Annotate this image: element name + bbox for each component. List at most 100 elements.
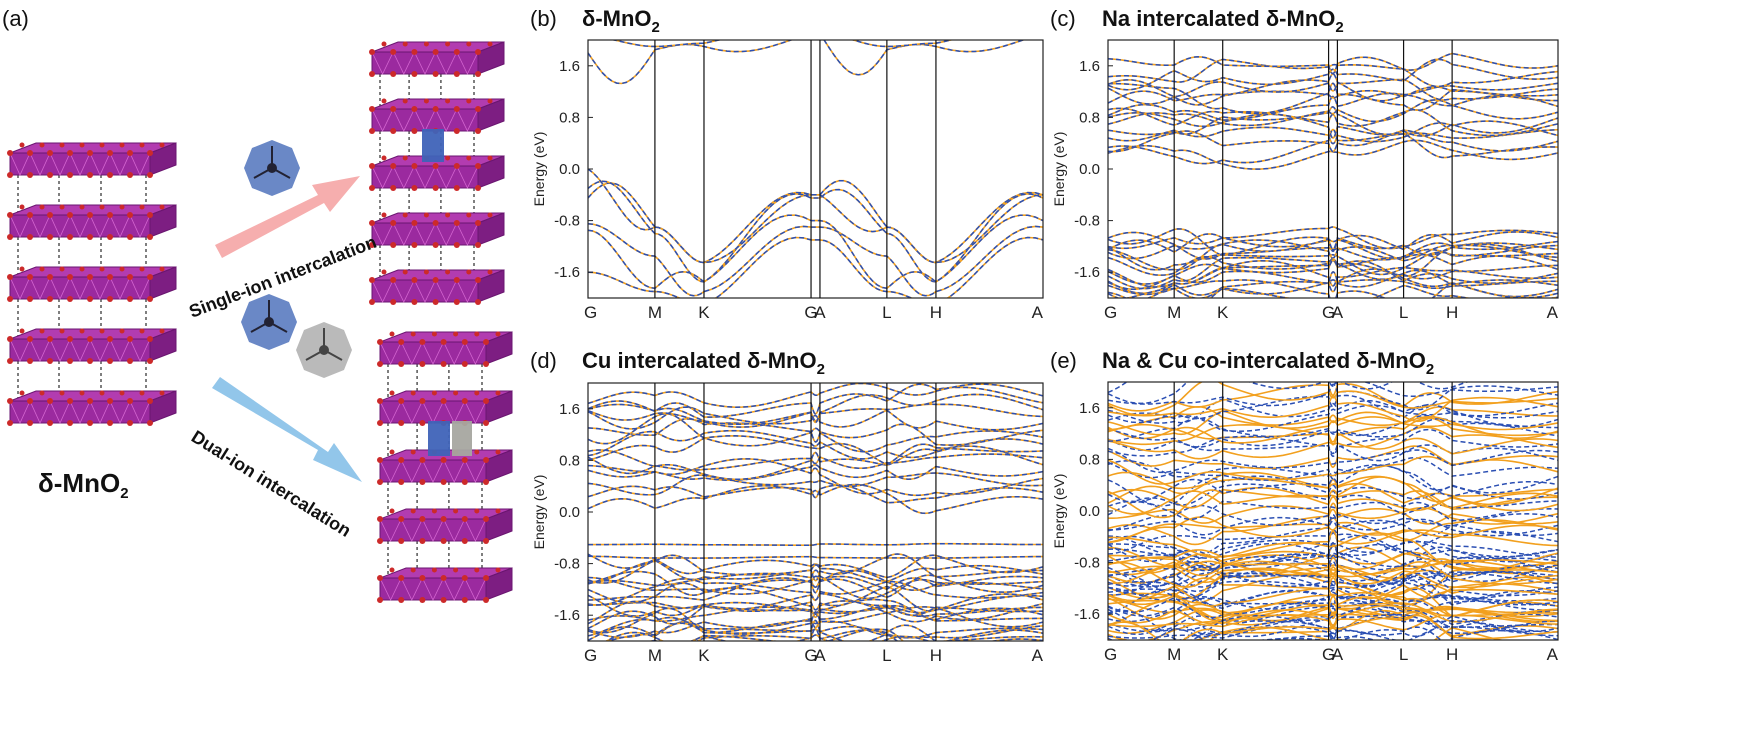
band-spin-down <box>1108 540 1558 570</box>
band-spin-down <box>588 472 1043 496</box>
na-intercalant-block <box>428 421 450 456</box>
band-spin-down <box>1108 464 1558 504</box>
single-layer-1 <box>369 41 505 77</box>
band-spin-up <box>588 223 1043 297</box>
band-spin-down <box>1108 572 1558 600</box>
mno2-layer-2 <box>7 204 177 240</box>
ytick-label: 0.8 <box>559 452 580 469</box>
band-spin-down <box>1108 78 1558 101</box>
na-intercalant-block <box>422 129 444 162</box>
band-spin-down <box>588 483 1043 515</box>
band-spin-down <box>588 435 1043 466</box>
band-spin-down <box>604 631 1043 641</box>
band-spin-up <box>1108 395 1558 423</box>
band-spin-down <box>588 575 1043 595</box>
y-axis-label: Energy (eV) <box>1051 474 1067 549</box>
band-spin-down <box>1108 456 1558 481</box>
kpoint-label: K <box>1217 645 1229 664</box>
band-spin-down <box>1108 543 1558 583</box>
band-spin-down <box>1108 92 1558 121</box>
kpoint-label: A <box>1547 645 1559 664</box>
band-spin-down <box>1108 554 1558 592</box>
band-spin-down <box>1257 626 1442 640</box>
band-spin-down <box>1108 99 1558 127</box>
panel-a-label: (a) <box>2 6 29 31</box>
band-spin-down <box>1108 475 1558 507</box>
kpoint-label: A <box>1332 645 1344 664</box>
band-spin-up <box>588 168 1043 264</box>
band-spin-down <box>588 429 1043 460</box>
band-spin-down <box>588 569 1043 601</box>
band-spin-up <box>1108 553 1558 585</box>
panel-label: (c) <box>1050 6 1076 31</box>
kpoint-label: G <box>1322 303 1335 322</box>
band-spin-up <box>1108 600 1558 626</box>
ytick-label: 1.6 <box>1079 400 1100 417</box>
band-spin-down <box>1108 129 1558 153</box>
band-spin-down <box>1108 404 1558 433</box>
band-spin-down <box>588 383 1043 418</box>
kpoint-label: G <box>1104 303 1117 322</box>
mno2-layer-5 <box>7 390 177 426</box>
band-spin-up <box>1108 417 1558 446</box>
band-spin-down <box>1108 268 1558 298</box>
panel-title: Cu intercalated δ-MnO2 <box>582 348 825 378</box>
kpoint-label: A <box>814 303 826 322</box>
band-spin-down <box>1108 438 1558 467</box>
band-spin-up <box>588 383 1043 418</box>
band-spin-down <box>1108 246 1558 276</box>
band-spin-down <box>588 582 1043 623</box>
band-spin-up <box>1108 471 1558 506</box>
band-spin-down <box>1108 231 1558 261</box>
plot-frame <box>587 39 1044 299</box>
band-spin-up <box>1108 426 1558 460</box>
kpoint-label: A <box>1547 303 1559 322</box>
cu-ion-icon <box>296 322 352 378</box>
ytick-label: -1.6 <box>1074 264 1100 281</box>
kpoint-label: A <box>1332 303 1344 322</box>
band-spin-down <box>588 554 1043 584</box>
ytick-label: -0.8 <box>554 556 580 573</box>
band-spin-down <box>1123 279 1558 298</box>
band-spin-down <box>1108 139 1558 170</box>
single-layer-4 <box>369 212 505 248</box>
band-spin-down <box>647 624 1043 641</box>
band-spin-up <box>1108 445 1558 470</box>
band-spin-down <box>1108 444 1558 474</box>
kpoint-label: H <box>1446 303 1458 322</box>
dual-ion-intercalated-stack <box>377 331 513 603</box>
single-layer-2 <box>369 98 505 134</box>
band-spin-up <box>1108 560 1558 589</box>
band-spin-down <box>588 553 1043 579</box>
band-spin-down <box>588 555 1043 559</box>
band-spin-down <box>588 484 1043 504</box>
band-spin-down <box>610 40 955 48</box>
band-spin-down <box>588 610 1043 639</box>
band-spin-up <box>1108 614 1558 631</box>
band-spin-down <box>1108 106 1558 137</box>
ytick-label: 1.6 <box>1079 58 1100 75</box>
band-spin-up <box>1108 621 1558 640</box>
band-spin-up <box>1108 488 1558 511</box>
band-spin-up <box>1108 502 1558 525</box>
band-spin-down <box>588 445 1043 481</box>
kpoint-label: G <box>584 303 597 322</box>
dual-layer-2 <box>377 390 513 426</box>
mno2-layer-stack <box>7 142 177 426</box>
kpoint-label: L <box>1399 303 1408 322</box>
kpoint-label: H <box>1446 645 1458 664</box>
band-spin-up <box>1108 594 1558 623</box>
ytick-label: -1.6 <box>554 607 580 624</box>
band-spin-down <box>1108 603 1558 632</box>
band-spin-up <box>1108 532 1558 571</box>
single-ion-arrow <box>215 176 360 258</box>
band-spin-down <box>588 604 1043 639</box>
ytick-label: 1.6 <box>559 58 580 75</box>
band-spin-down <box>1108 519 1558 557</box>
kpoint-label: A <box>814 646 826 665</box>
ytick-label: -0.8 <box>1074 213 1100 230</box>
